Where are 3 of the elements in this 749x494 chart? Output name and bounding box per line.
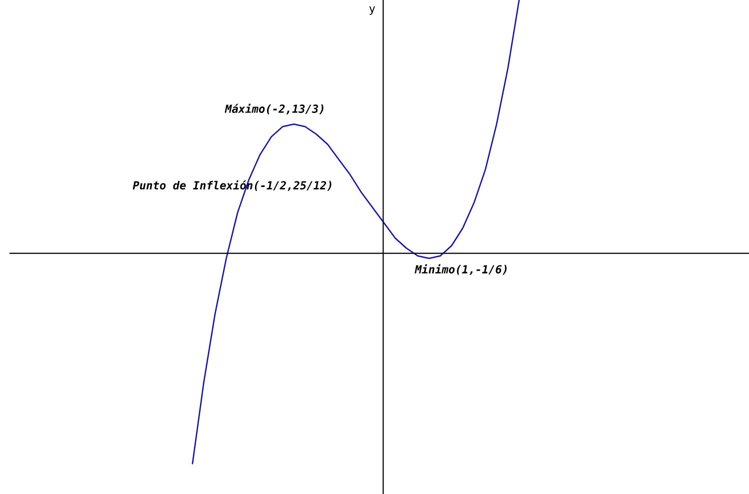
y-axis-title: y: [369, 6, 376, 15]
annotation: Máximo(-2,13/3): [224, 104, 324, 114]
annotation: Minimo(1,-1/6): [414, 264, 507, 275]
